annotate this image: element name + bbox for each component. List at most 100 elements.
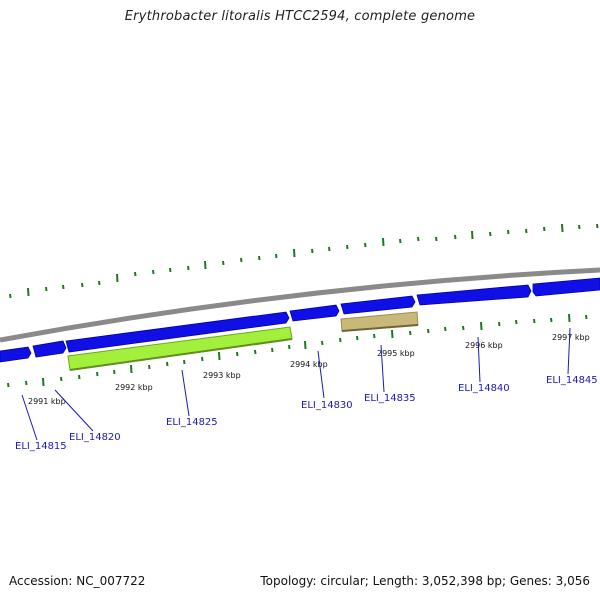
gc-dash [462, 325, 465, 331]
genome-stats-text: Topology: circular; Length: 3,052,398 bp… [260, 574, 590, 588]
gc-dash [134, 271, 137, 277]
gc-dash [471, 230, 474, 240]
map-title: Erythrobacter litoralis HTCC2594, comple… [124, 9, 476, 24]
gc-dash [382, 237, 385, 247]
scale-tick-label: 2993 kbp [203, 371, 241, 380]
gc-dash [201, 356, 204, 362]
accession-text: Accession: NC_007722 [9, 574, 146, 588]
scale-tick-label: 2991 kbp [28, 397, 66, 406]
gene-leader-line [21, 394, 38, 441]
gene-leader-line [54, 389, 94, 432]
gc-dash [254, 349, 257, 355]
gene-leader-line [181, 369, 190, 417]
gc-dash [346, 244, 349, 250]
gc-dash [543, 226, 546, 232]
bottom-dash-track [7, 313, 588, 388]
gc-dash [373, 333, 376, 339]
gc-dash [356, 335, 359, 341]
scale-tick-label: 2996 kbp [465, 341, 503, 350]
gc-dash [409, 330, 412, 336]
gc-dash [568, 313, 571, 323]
gc-dash [525, 228, 528, 234]
gc-dash [304, 340, 307, 350]
gc-dash [60, 376, 63, 382]
gc-dash [339, 337, 342, 343]
gene-feature [532, 277, 600, 297]
gc-dash [288, 344, 291, 350]
gc-dash [271, 347, 274, 353]
gene-feature [0, 346, 32, 363]
gc-dash [187, 265, 190, 271]
gene-feature [32, 340, 67, 358]
scale-tick-label: 2994 kbp [290, 360, 328, 369]
gc-dash [489, 231, 492, 237]
gc-dash [498, 321, 501, 327]
gc-dash [293, 248, 296, 258]
feature-track [67, 311, 419, 371]
gc-dash [166, 361, 169, 367]
gc-dash [27, 287, 30, 297]
gc-dash [321, 340, 324, 346]
gc-dash [183, 359, 186, 365]
gc-dash [113, 369, 116, 375]
gene-leader-line [567, 327, 571, 375]
gc-dash [169, 267, 172, 273]
gc-dash [596, 223, 599, 229]
gc-dash [399, 238, 402, 244]
gene-label[interactable]: ELI_14835 [364, 393, 416, 404]
gc-dash [507, 229, 510, 235]
scale-tick-label: 2995 kbp [377, 349, 415, 358]
scale-track: 2991 kbp 2992 kbp 2993 kbp 2994 kbp 2995 kbp… [28, 333, 590, 406]
gc-dash [98, 280, 101, 286]
gc-dash [585, 314, 588, 320]
gc-dash [561, 223, 564, 233]
gc-dash [25, 380, 28, 386]
gc-dash [45, 286, 48, 292]
gc-dash [328, 246, 331, 252]
gc-dash [311, 248, 314, 254]
top-dash-track [9, 223, 599, 299]
gene-feature [340, 295, 416, 315]
gene-label[interactable]: ELI_14820 [69, 432, 121, 443]
gc-dash [258, 255, 261, 261]
gene-feature [416, 284, 532, 306]
gc-dash [550, 317, 553, 323]
gene-label[interactable]: ELI_14840 [458, 383, 510, 394]
gc-dash [480, 321, 483, 331]
gc-dash [444, 326, 447, 332]
gc-dash [364, 242, 367, 248]
gc-dash [417, 236, 420, 242]
gc-dash [42, 377, 45, 387]
gene-feature [289, 304, 340, 322]
gc-dash [7, 382, 10, 388]
gc-dash [96, 371, 99, 377]
gc-dash [62, 284, 65, 290]
gc-dash [218, 351, 221, 361]
gc-dash [116, 273, 119, 283]
genome-backbone [0, 267, 600, 343]
feature-shadow [341, 324, 419, 332]
gc-dash [275, 253, 278, 259]
gene-label[interactable]: ELI_14845 [546, 375, 598, 386]
gc-dash [204, 260, 207, 270]
gc-dash [391, 329, 394, 339]
gc-dash [130, 364, 133, 374]
gc-dash [427, 328, 430, 334]
gene-leader-line [317, 350, 325, 399]
gc-dash [454, 234, 457, 240]
gc-dash [152, 269, 155, 275]
gc-dash [240, 257, 243, 263]
gc-dash [578, 224, 581, 230]
gene-label[interactable]: ELI_14825 [166, 417, 218, 428]
gc-dash [236, 351, 239, 357]
gene-label[interactable]: ELI_14830 [301, 400, 353, 411]
gene-leader-line [380, 344, 385, 393]
scale-tick-label: 2997 kbp [552, 333, 590, 342]
gene-label[interactable]: ELI_14815 [15, 441, 67, 452]
gene-leader-line [477, 336, 481, 383]
gc-dash [78, 374, 81, 380]
gc-dash [81, 282, 84, 288]
gc-dash [515, 319, 518, 325]
